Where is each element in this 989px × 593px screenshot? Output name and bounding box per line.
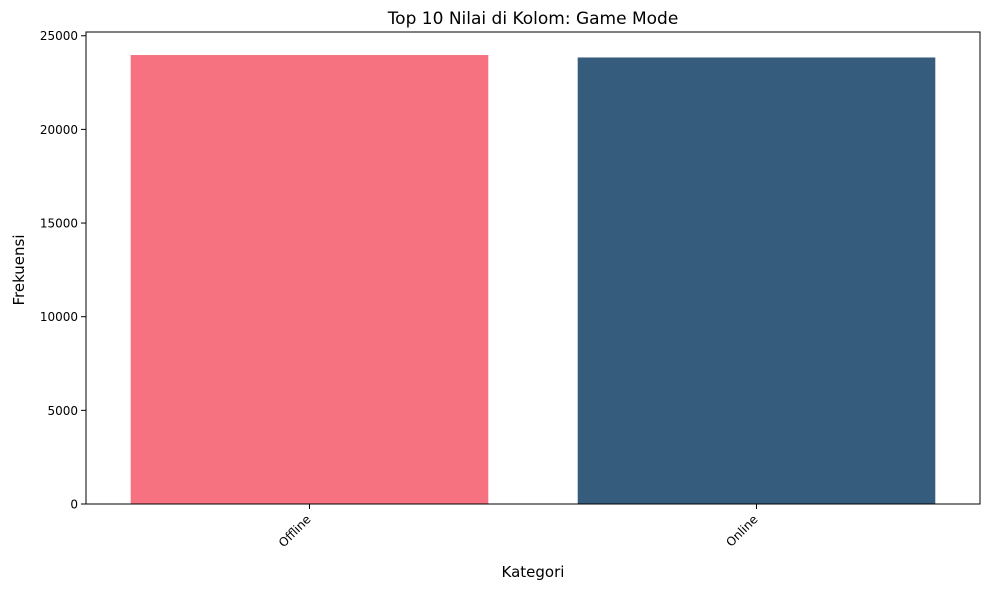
y-axis-label: Frekuensi [10,234,28,305]
bar-online [577,57,936,504]
y-tick-label: 0 [70,498,78,512]
y-tick-label: 15000 [40,217,78,231]
x-tick-label: Online [723,512,760,549]
plot-area: Offline Online 0 5000 10000 15000 20000 25000 [40,29,981,550]
y-tick-label: 10000 [40,310,78,324]
x-axis-label: Kategori [502,563,565,581]
y-tick-label: 20000 [40,123,78,137]
x-tick-label: Offline [276,512,314,550]
bar-offline [130,55,489,504]
y-tick-label: 25000 [40,29,78,43]
plot-frame [85,31,981,505]
chart-title: Top 10 Nilai di Kolom: Game Mode [387,9,679,29]
y-tick-label: 5000 [47,404,78,418]
